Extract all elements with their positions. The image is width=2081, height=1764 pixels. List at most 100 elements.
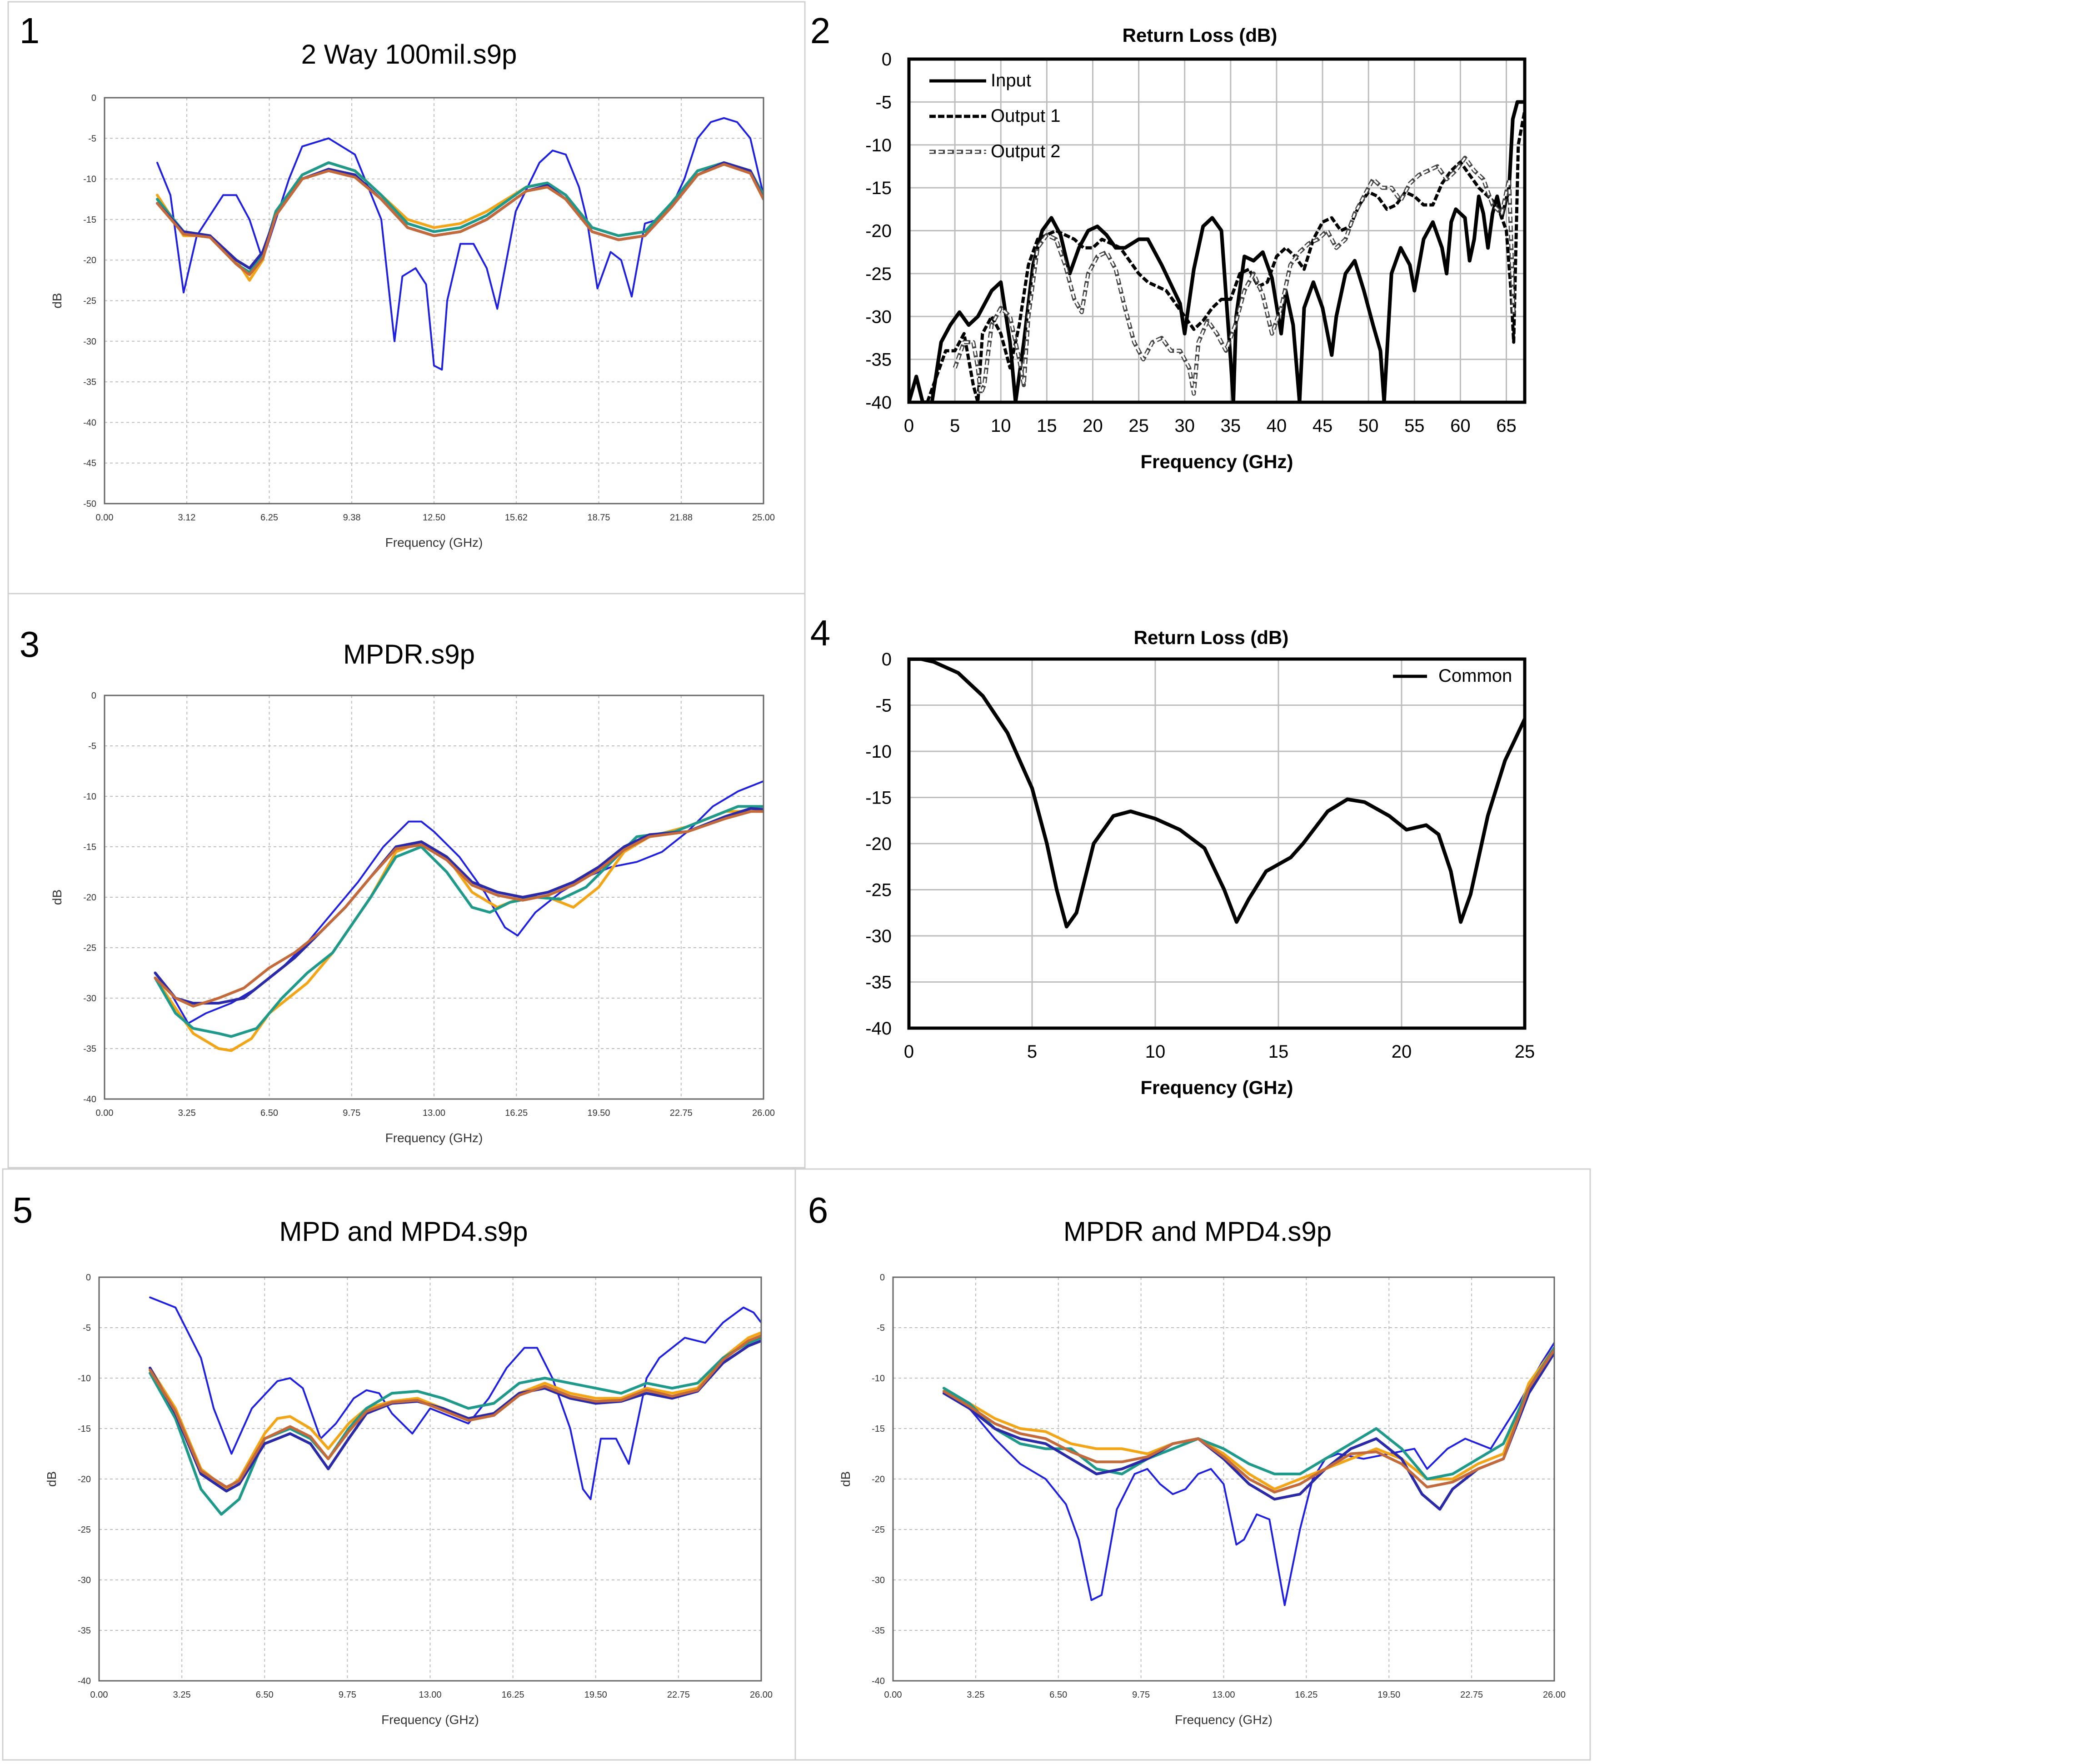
y-tick-label: -25 [865, 264, 892, 284]
series-layer [909, 659, 1525, 929]
series-line-green [942, 1346, 1554, 1480]
y-tick-label: -40 [865, 1019, 892, 1039]
x-axis-label: Frequency (GHz) [381, 1713, 479, 1727]
y-tick-label: -25 [865, 880, 892, 900]
charts-layer: 1 2 Way 100mil.s9p 0.00 3.12 6.25 9.38 12.50 15… [13, 10, 1566, 1727]
x-tick-label: 20 [1392, 1042, 1412, 1062]
chart-panel-6: 6 MPDR and MPD4.s9p 0.00 3.25 6.50 9.75 13.00 1… [808, 1190, 1566, 1727]
series-line-orange [156, 161, 764, 282]
y-tick-label: -20 [865, 834, 892, 854]
y-axis-label: dB [50, 889, 64, 905]
y-tick-label: -25 [83, 943, 96, 953]
legend-label: Input [991, 70, 1031, 90]
x-tick-label: 22.75 [670, 1108, 693, 1118]
series-layer [154, 780, 764, 1052]
series-line-common [909, 659, 1525, 929]
x-tick-label: 12.50 [423, 513, 445, 523]
y-tick-label: -40 [83, 1094, 96, 1104]
x-axis-label: Frequency (GHz) [385, 1131, 483, 1145]
series-line-navy [942, 1351, 1554, 1511]
x-tick-label: 6.50 [1049, 1690, 1067, 1700]
x-tick-label: 13.00 [419, 1690, 441, 1700]
x-tick-label: 22.75 [667, 1690, 690, 1700]
panel-number: 3 [20, 624, 40, 665]
x-tick-label: 35 [1221, 416, 1241, 436]
series-line-blue [943, 1342, 1554, 1606]
x-tick-label: 9.75 [1132, 1690, 1150, 1700]
y-tick-label: -30 [872, 1575, 885, 1585]
chart-panel-4: 4 Return Loss (dB) 0 5 10 15 20 25 0 -5 -10 -15 -20 -… [810, 613, 1535, 1098]
series-line-output-2-inner [954, 157, 1515, 395]
x-tick-label: 19.50 [587, 1108, 610, 1118]
y-tick-label: -40 [865, 393, 892, 413]
y-tick-label: -5 [83, 1323, 91, 1333]
x-tick-label: 21.88 [670, 513, 693, 523]
y-tick-label: -30 [83, 994, 96, 1004]
chart-panel-1: 1 2 Way 100mil.s9p 0.00 3.12 6.25 9.38 12.50 15… [20, 10, 775, 550]
x-tick-label: 25 [1128, 416, 1149, 436]
chart-panel-3: 3 MPDR.s9p 0.00 3.25 6.50 9.75 13.00 16.25 19.50… [20, 624, 775, 1145]
y-tick-label: -40 [872, 1676, 885, 1686]
x-tick-label: 3.25 [173, 1690, 191, 1700]
y-tick-label: 0 [86, 1273, 91, 1283]
plot-frame [98, 1276, 762, 1682]
series-line-orange [154, 810, 764, 1052]
series-line-navy [154, 807, 764, 1005]
panel-3-frame [7, 593, 806, 1169]
y-tick-label: -25 [83, 296, 96, 306]
y-tick-label: -20 [83, 255, 96, 265]
chart-title: Return Loss (dB) [1123, 25, 1278, 46]
series-line-brown [154, 810, 764, 1008]
series-line-green [149, 1336, 761, 1516]
chart-title: MPD and MPD4.s9p [279, 1216, 528, 1247]
x-tick-label: 25.00 [752, 513, 775, 523]
y-tick-label: -15 [83, 842, 96, 852]
x-tick-label: 16.25 [1295, 1690, 1317, 1700]
panel-5-frame [2, 1168, 796, 1761]
y-tick-label: 0 [91, 93, 96, 103]
y-tick-label: 0 [880, 1273, 885, 1283]
legend-label: Output 1 [991, 106, 1060, 126]
x-axis-label: Frequency (GHz) [1140, 1077, 1293, 1098]
y-tick-label: -40 [78, 1676, 91, 1686]
series-line-brown [942, 1348, 1554, 1494]
x-tick-label: 45 [1312, 416, 1333, 436]
x-tick-label: 16.25 [502, 1690, 524, 1700]
x-tick-label: 0.00 [96, 1108, 114, 1118]
panel-number: 4 [810, 613, 831, 653]
y-tick-label: -35 [83, 377, 96, 387]
plot-frame [907, 657, 1527, 1030]
x-tick-label: 55 [1404, 416, 1425, 436]
x-tick-label: 50 [1358, 416, 1379, 436]
x-tick-label: 15 [1268, 1042, 1289, 1062]
x-tick-label: 20 [1083, 416, 1103, 436]
x-tick-label: 6.25 [260, 513, 278, 523]
series-layer [156, 117, 764, 371]
chart-panel-5: 5 MPD and MPD4.s9p 0.00 3.25 6.50 9.75 13.00 16… [13, 1190, 773, 1727]
x-tick-label: 3.25 [178, 1108, 196, 1118]
y-tick-label: -5 [875, 696, 892, 716]
legend-label: Common [1438, 666, 1512, 686]
y-tick-label: -15 [872, 1424, 885, 1434]
x-tick-label: 0.00 [96, 513, 114, 523]
x-tick-label: 10 [991, 416, 1011, 436]
series-layer [942, 1342, 1554, 1606]
y-tick-label: -35 [78, 1626, 91, 1636]
series-line-navy [149, 1339, 761, 1493]
chart-panel-2: 2 Return Loss (dB) 0 5 10 15 20 25 30 35 40 45 50 55 6… [810, 10, 1527, 472]
y-tick-label: -40 [83, 418, 96, 428]
x-tick-label: 6.50 [256, 1690, 274, 1700]
y-tick-label: -10 [78, 1374, 91, 1384]
y-tick-label: -20 [83, 893, 96, 903]
y-tick-label: -15 [78, 1424, 91, 1434]
panel-6-frame [794, 1168, 1591, 1761]
y-tick-label: -35 [83, 1044, 96, 1054]
y-tick-label: -35 [872, 1626, 885, 1636]
series-line-orange [942, 1346, 1554, 1491]
y-tick-label: -30 [78, 1575, 91, 1585]
x-tick-label: 9.75 [339, 1690, 356, 1700]
y-tick-label: -10 [865, 742, 892, 762]
panel-number: 6 [808, 1190, 828, 1230]
y-tick-label: -35 [865, 973, 892, 993]
x-tick-label: 19.50 [1377, 1690, 1400, 1700]
